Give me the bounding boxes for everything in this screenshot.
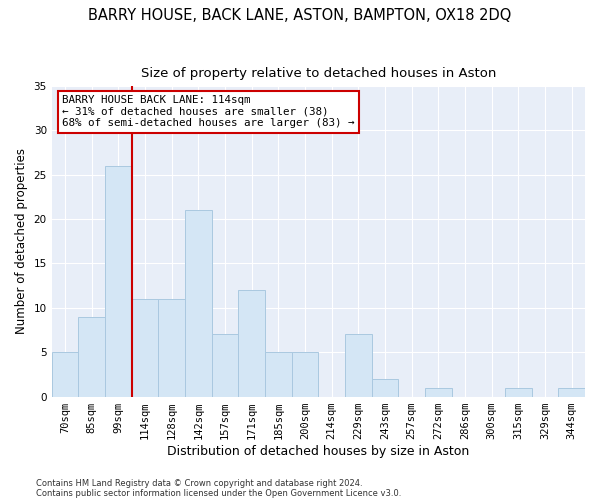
Text: BARRY HOUSE BACK LANE: 114sqm
← 31% of detached houses are smaller (38)
68% of s: BARRY HOUSE BACK LANE: 114sqm ← 31% of d… bbox=[62, 95, 355, 128]
Bar bbox=[345, 334, 371, 396]
X-axis label: Distribution of detached houses by size in Aston: Distribution of detached houses by size … bbox=[167, 444, 469, 458]
Bar bbox=[185, 210, 212, 396]
Bar bbox=[265, 352, 292, 397]
Text: BARRY HOUSE, BACK LANE, ASTON, BAMPTON, OX18 2DQ: BARRY HOUSE, BACK LANE, ASTON, BAMPTON, … bbox=[88, 8, 512, 22]
Bar bbox=[292, 352, 319, 397]
Bar bbox=[158, 299, 185, 396]
Bar bbox=[425, 388, 452, 396]
Bar bbox=[559, 388, 585, 396]
Bar bbox=[238, 290, 265, 397]
Bar bbox=[105, 166, 131, 396]
Text: Contains HM Land Registry data © Crown copyright and database right 2024.: Contains HM Land Registry data © Crown c… bbox=[36, 478, 362, 488]
Bar bbox=[131, 299, 158, 396]
Bar bbox=[505, 388, 532, 396]
Bar bbox=[52, 352, 79, 397]
Bar bbox=[371, 379, 398, 396]
Y-axis label: Number of detached properties: Number of detached properties bbox=[15, 148, 28, 334]
Text: Contains public sector information licensed under the Open Government Licence v3: Contains public sector information licen… bbox=[36, 488, 401, 498]
Bar bbox=[79, 316, 105, 396]
Bar bbox=[212, 334, 238, 396]
Title: Size of property relative to detached houses in Aston: Size of property relative to detached ho… bbox=[140, 68, 496, 80]
